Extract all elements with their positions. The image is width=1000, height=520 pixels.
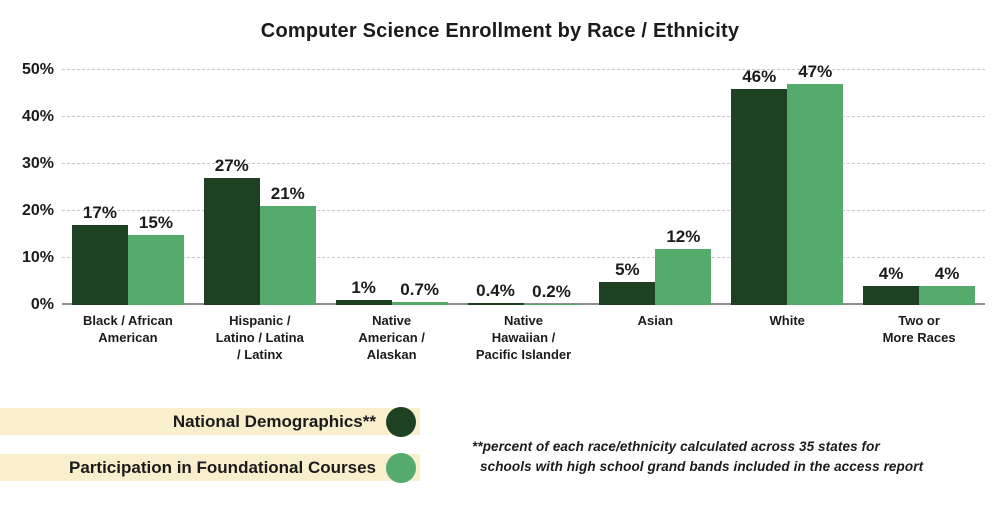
x-axis-labels: Black / African American Hispanic / Latin…	[62, 313, 985, 364]
bar-group: 0.4% 0.2%	[458, 60, 590, 305]
bar-value-label: 15%	[138, 212, 173, 232]
y-tick-label: 0%	[30, 296, 54, 313]
bar-group: 46% 47%	[721, 60, 853, 305]
bar-value-label: 46%	[742, 66, 777, 86]
bar-foundational-courses: 47%	[787, 62, 844, 305]
category-label: Black / African American	[83, 313, 173, 345]
bar-group: 1% 0.7%	[326, 60, 458, 305]
y-tick-label: 10%	[21, 249, 54, 266]
bar-value-label: 12%	[666, 226, 701, 246]
bar-national-demographics: 1%	[335, 278, 392, 305]
bar-national-demographics: 17%	[71, 203, 128, 305]
bar-value-label: 21%	[270, 184, 305, 204]
bar-foundational-courses: 4%	[919, 264, 976, 305]
bar-national-demographics: 5%	[599, 260, 656, 305]
category-label: Asian	[637, 313, 674, 328]
chart-title: Computer Science Enrollment by Race / Et…	[260, 20, 740, 42]
bar-value-label: 0.7%	[400, 279, 440, 299]
bar-foundational-courses: 15%	[127, 213, 184, 305]
footnote: **percent of each race/ethnicity calcula…	[472, 437, 992, 476]
bar-group: 27% 21%	[194, 60, 326, 305]
gridline-20%	[62, 210, 985, 211]
y-tick-label: 20%	[21, 202, 54, 219]
bar-group: 5% 12%	[589, 60, 721, 305]
category-label: Two or More Races	[882, 313, 956, 345]
legend-swatch-participation-icon	[386, 452, 416, 483]
bar-national-demographics: 0.4%	[467, 281, 524, 305]
bar-foundational-courses: 21%	[259, 184, 316, 305]
legend-label-national: National Demographics**	[172, 411, 376, 431]
legend-item-participation: Participation in Foundational Courses	[0, 452, 420, 483]
bar-value-label: 4%	[934, 264, 960, 284]
x-axis-line	[62, 303, 985, 305]
legend-item-national: National Demographics**	[0, 406, 420, 437]
legend-swatch-national-icon	[386, 406, 416, 437]
bar-groups: 17% 15% 27% 21% 1% 0.7% 0.4% 0.2% 5% 12% 46% 47% 4% 4…	[62, 60, 985, 305]
bar-value-label: 27%	[214, 156, 249, 176]
y-tick-label: 30%	[21, 155, 54, 172]
category-label: White	[769, 313, 805, 328]
gridline-40%	[62, 116, 985, 117]
y-tick-label: 50%	[21, 61, 54, 78]
bar-national-demographics: 46%	[731, 67, 788, 305]
bar-group: 4% 4%	[853, 60, 985, 305]
bar-national-demographics: 27%	[203, 156, 260, 305]
category-label: Hispanic / Latino / Latina / Latinx	[215, 313, 304, 362]
bar-group: 17% 15%	[62, 60, 194, 305]
footnote-line-2: schools with high school grand bands inc…	[480, 458, 924, 474]
bar-value-label: 5%	[615, 259, 640, 279]
bar-value-label: 0.2%	[532, 282, 571, 302]
bar-foundational-courses: 0.7%	[391, 280, 448, 305]
gridline-50%	[62, 69, 985, 70]
bar-value-label: 0.4%	[476, 281, 515, 301]
bar-foundational-courses: 12%	[655, 227, 712, 305]
y-tick-label: 40%	[21, 108, 54, 125]
bar-foundational-courses: 0.2%	[523, 282, 580, 305]
category-label: Native American / Alaskan	[358, 313, 425, 362]
footnote-line-1: **percent of each race/ethnicity calcula…	[472, 439, 880, 454]
bar-value-label: 1%	[351, 278, 376, 298]
bar-value-label: 17%	[82, 203, 117, 223]
plot-area: 17% 15% 27% 21% 1% 0.7% 0.4% 0.2% 5% 12% 46% 47% 4% 4…	[62, 60, 985, 305]
bar-value-label: 47%	[798, 62, 833, 82]
gridline-30%	[62, 163, 985, 164]
bar-value-label: 4%	[878, 264, 904, 284]
gridline-10%	[62, 257, 985, 258]
legend: National Demographics** Participation in…	[0, 406, 430, 500]
category-label: Native Hawaiian / Pacific Islander	[475, 313, 572, 362]
bar-national-demographics: 4%	[863, 264, 920, 305]
y-axis-labels: 0% 10% 20% 30% 40% 50%	[0, 60, 54, 313]
legend-label-participation: Participation in Foundational Courses	[69, 457, 376, 477]
